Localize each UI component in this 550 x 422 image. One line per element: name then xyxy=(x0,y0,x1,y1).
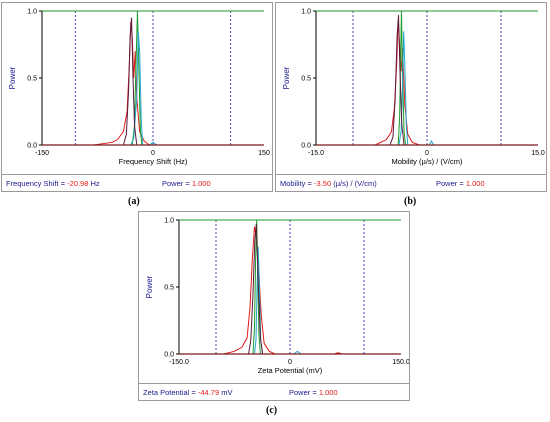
y-tick-label: 1.0 xyxy=(164,218,174,225)
y-tick-label: 1.0 xyxy=(27,9,37,16)
y-axis-label: Power xyxy=(8,66,17,89)
frequency-shift-plot: 0.0 0.5 1.0 -150 0 150 Frequency Shift (Hz) Pow… xyxy=(8,9,270,167)
x-tick-label: 150 xyxy=(258,150,270,157)
y-tick-label: 0.0 xyxy=(301,143,311,150)
series-line-2 xyxy=(42,10,264,146)
power-readout: Power = 1.000 xyxy=(162,179,211,188)
series-line-3 xyxy=(42,31,264,146)
x-tick-label: -15.0 xyxy=(308,150,324,157)
caption-b: (b) xyxy=(404,196,417,207)
x-tick-label: 0 xyxy=(425,150,429,157)
x-tick-label: 15.0 xyxy=(531,150,545,157)
y-axis-label: Power xyxy=(145,275,154,298)
status-bar-c: Zeta Potential = -44.79 mV Power = 1.000 xyxy=(139,383,409,400)
power-readout: Power = 1.000 xyxy=(436,179,485,188)
caption-a: (a) xyxy=(128,196,140,207)
y-tick-label: 0.5 xyxy=(27,76,37,83)
status-readout: Zeta Potential = -44.79 mV xyxy=(143,388,233,397)
series-line-4 xyxy=(42,17,264,146)
series-line-4 xyxy=(179,223,401,355)
status-bar-a: Frequency Shift = -20.98 Hz Power = 1.00… xyxy=(2,174,272,191)
chart-panel-a: 0.0 0.5 1.0 -150 0 150 Frequency Shift (Hz) Pow… xyxy=(1,2,273,192)
status-bar-b: Mobility = -3.50 (µ/s) / (V/cm) Power = … xyxy=(276,174,546,191)
status-readout: Frequency Shift = -20.98 Hz xyxy=(6,179,100,188)
caption-c: (c) xyxy=(266,405,278,416)
x-axis-label: Mobility (µ/s) / (V/cm) xyxy=(392,157,463,166)
zeta-potential-plot: 0.0 0.5 1.0 -150.0 0 150.0 Zeta Potential (mV)… xyxy=(145,218,409,376)
y-tick-label: 1.0 xyxy=(301,9,311,16)
status-readout: Mobility = -3.50 (µ/s) / (V/cm) xyxy=(280,179,377,188)
y-tick-label: 0.0 xyxy=(27,143,37,150)
x-tick-label: 0 xyxy=(288,359,292,366)
x-tick-label: -150.0 xyxy=(169,359,189,366)
x-tick-label: -150 xyxy=(35,150,49,157)
power-readout: Power = 1.000 xyxy=(289,388,338,397)
y-tick-label: 0.5 xyxy=(301,76,311,83)
chart-panel-b: 0.0 0.5 1.0 -15.0 0 15.0 Mobility (µ/s) / (V/c… xyxy=(275,2,547,192)
y-axis-label: Power xyxy=(282,66,291,89)
series-line-3 xyxy=(316,31,538,146)
x-axis-label: Frequency Shift (Hz) xyxy=(119,157,188,166)
y-tick-label: 0.0 xyxy=(164,352,174,359)
x-tick-label: 150.0 xyxy=(392,359,409,366)
series-line-2 xyxy=(316,10,538,146)
x-tick-label: 0 xyxy=(151,150,155,157)
x-axis-label: Zeta Potential (mV) xyxy=(258,366,323,375)
chart-panel-c: 0.0 0.5 1.0 -150.0 0 150.0 Zeta Potential (mV)… xyxy=(138,211,410,401)
mobility-plot: 0.0 0.5 1.0 -15.0 0 15.0 Mobility (µ/s) / (V/c… xyxy=(282,9,545,167)
series-line-2 xyxy=(179,219,401,355)
series-line-3 xyxy=(179,246,401,355)
y-tick-label: 0.5 xyxy=(164,285,174,292)
series-line-4 xyxy=(316,14,538,146)
